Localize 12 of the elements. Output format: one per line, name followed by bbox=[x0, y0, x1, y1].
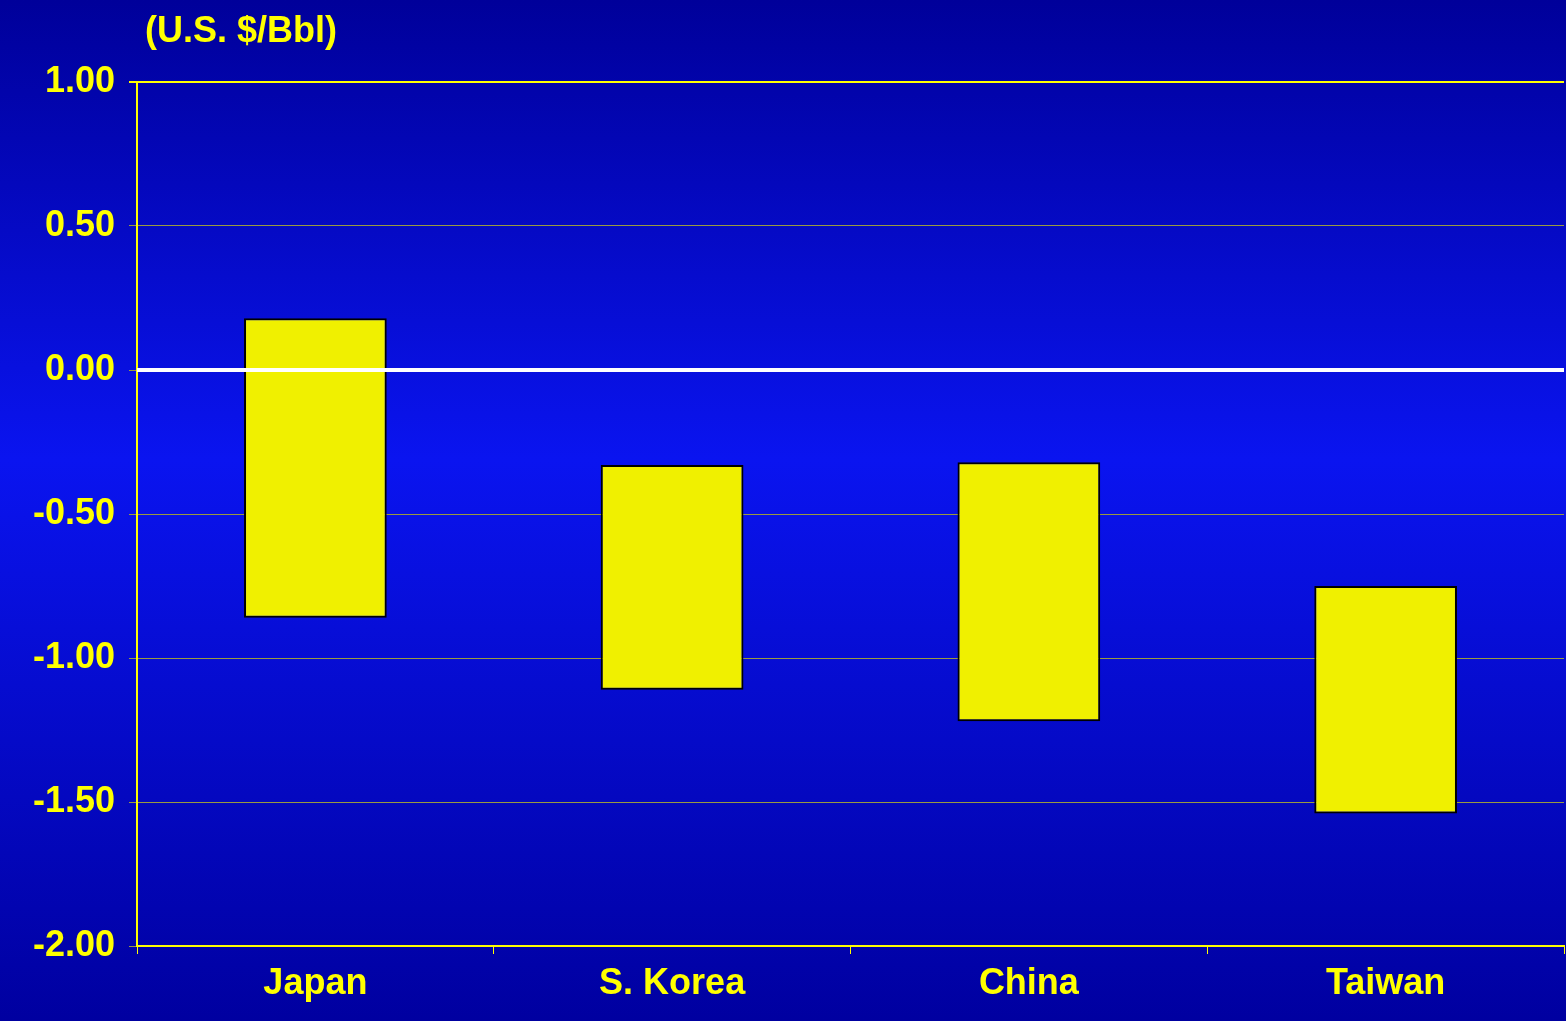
x-tick-label: S. Korea bbox=[599, 960, 747, 1002]
x-tick-label: Japan bbox=[263, 960, 368, 1002]
x-tick-label: China bbox=[978, 960, 1080, 1002]
y-tick-label: 0.50 bbox=[44, 202, 115, 244]
y-axis-title: (U.S. $/Bbl) bbox=[145, 8, 338, 50]
y-tick-label: -1.00 bbox=[32, 634, 115, 676]
y-tick-label: 1.00 bbox=[44, 58, 115, 100]
y-tick-label: 0.00 bbox=[44, 346, 115, 388]
x-tick-label: Taiwan bbox=[1325, 960, 1446, 1002]
y-tick-label: -1.50 bbox=[32, 778, 115, 820]
y-tick-label: -2.00 bbox=[32, 922, 115, 964]
y-tick-label: -0.50 bbox=[32, 490, 115, 532]
